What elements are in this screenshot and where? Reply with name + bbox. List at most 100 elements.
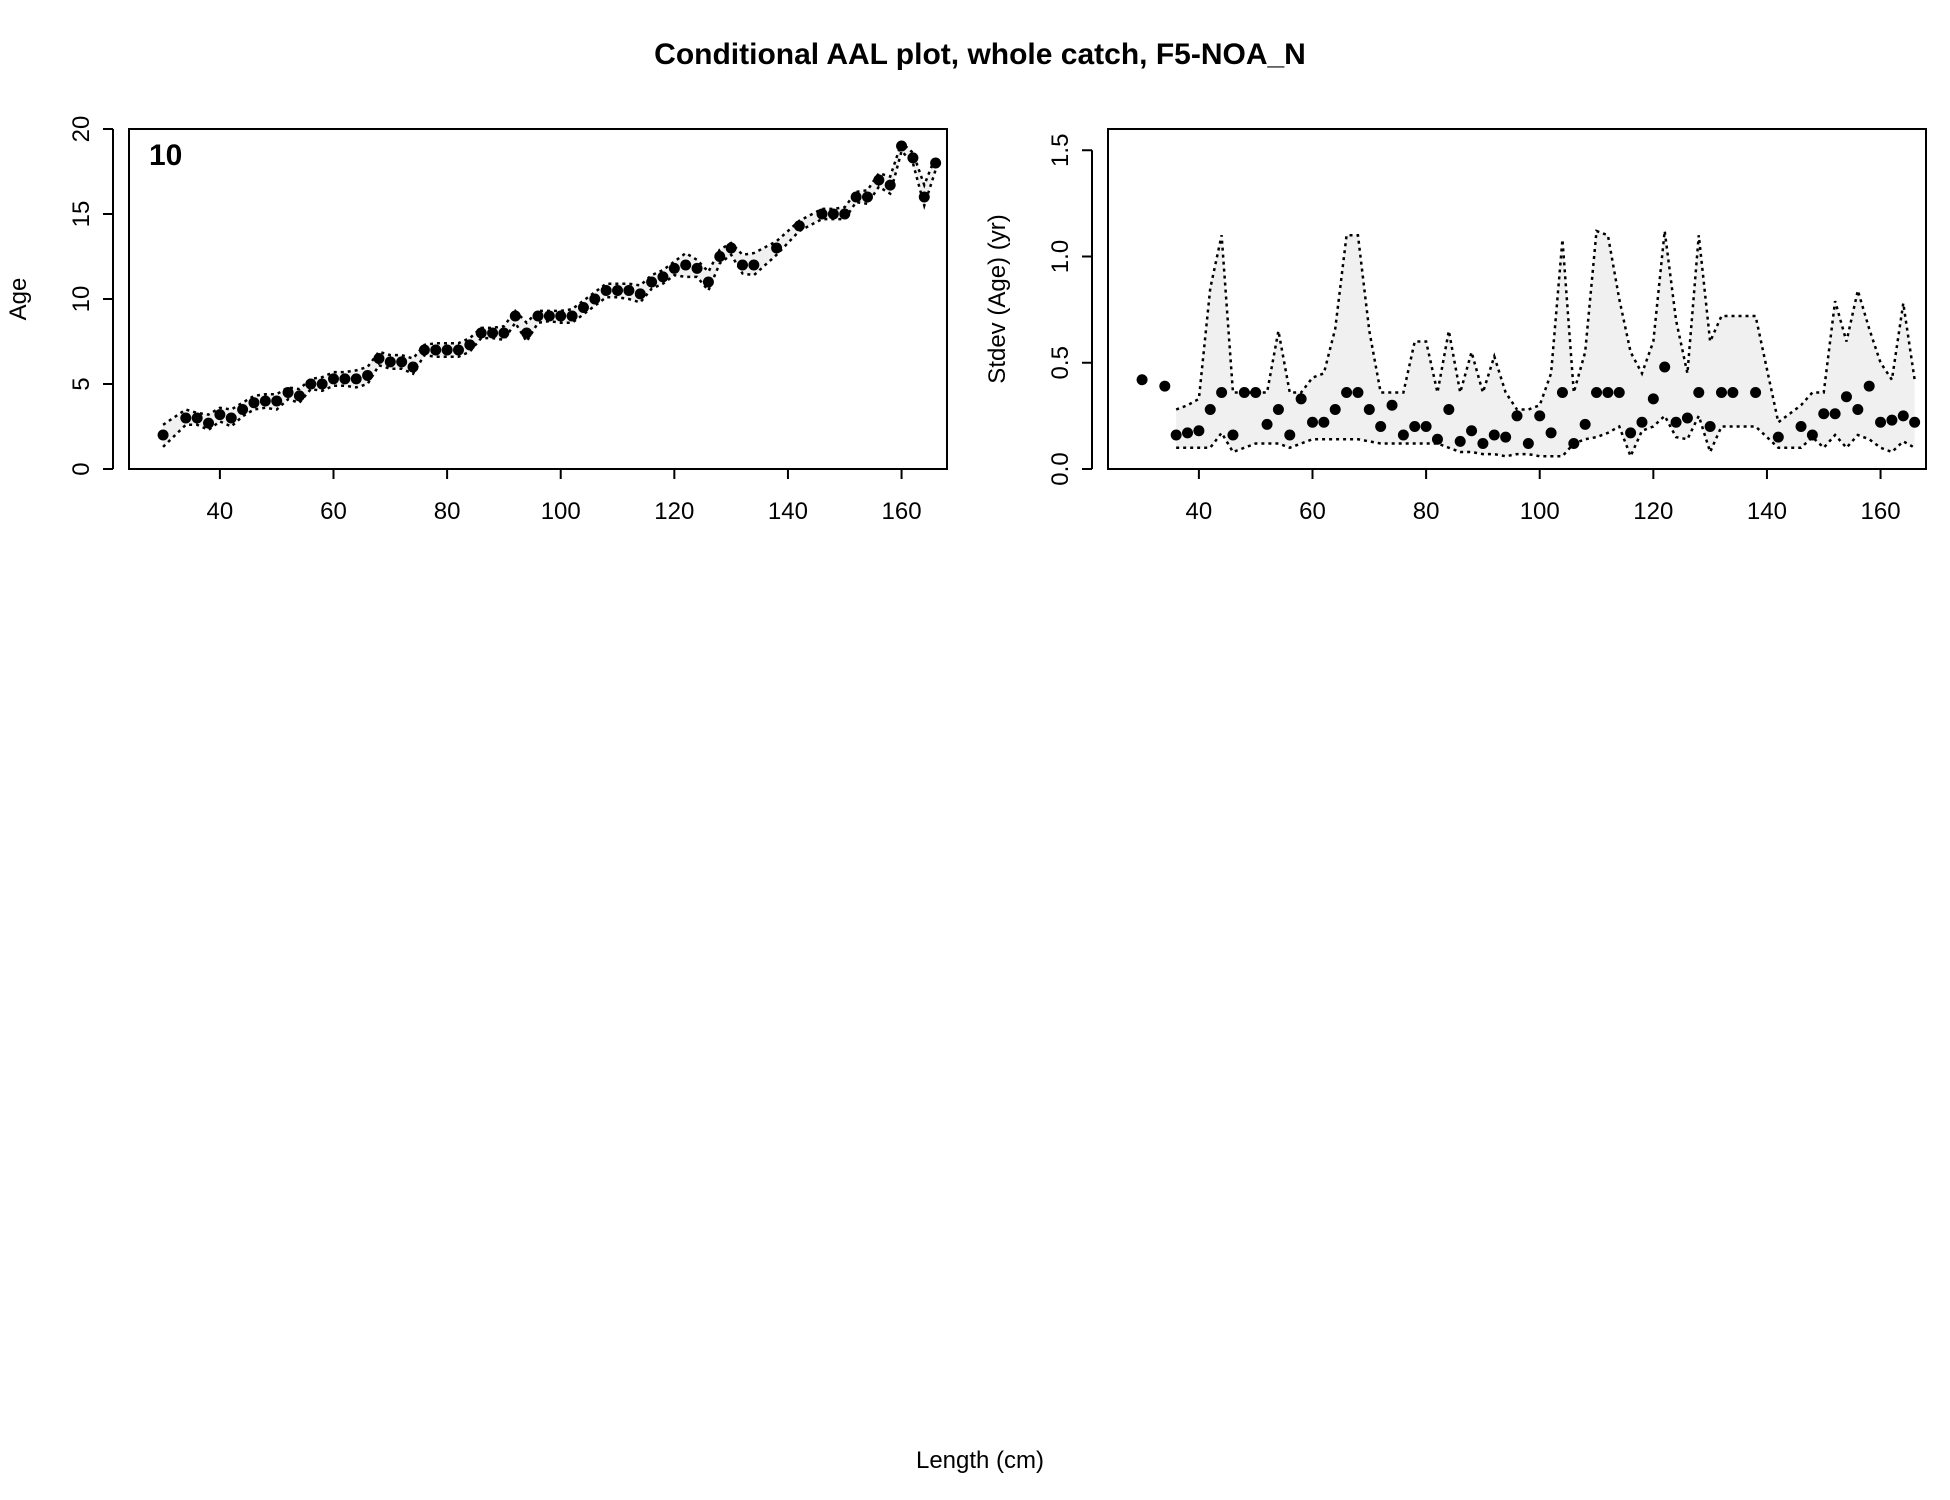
data-point bbox=[1829, 408, 1841, 420]
x-tick-label: 60 bbox=[1299, 498, 1326, 525]
data-point bbox=[827, 208, 839, 220]
data-point bbox=[1341, 387, 1353, 398]
data-point bbox=[1193, 425, 1205, 437]
data-point bbox=[487, 327, 499, 339]
data-point bbox=[475, 327, 487, 339]
x-tick-label: 160 bbox=[882, 498, 922, 525]
x-tick-label: 60 bbox=[320, 498, 347, 525]
data-point bbox=[816, 208, 828, 220]
data-point bbox=[1534, 410, 1546, 422]
data-point bbox=[452, 344, 464, 356]
data-point bbox=[373, 353, 385, 364]
data-point bbox=[1795, 421, 1807, 432]
data-point bbox=[725, 242, 737, 254]
data-point bbox=[1670, 416, 1682, 428]
data-point bbox=[1647, 393, 1659, 405]
data-point bbox=[316, 378, 328, 390]
data-point bbox=[1909, 416, 1921, 428]
data-point bbox=[1636, 416, 1648, 428]
data-point bbox=[1613, 387, 1625, 398]
data-point bbox=[543, 310, 555, 322]
data-point bbox=[1806, 429, 1818, 441]
data-point bbox=[1591, 387, 1603, 398]
data-point bbox=[1238, 387, 1250, 398]
data-point bbox=[1431, 433, 1443, 445]
x-tick-label: 100 bbox=[1520, 498, 1560, 525]
data-point bbox=[714, 251, 726, 262]
upper-bound-line bbox=[1175, 229, 1916, 425]
data-point bbox=[1875, 416, 1887, 428]
data-point bbox=[1397, 429, 1409, 441]
data-point bbox=[1329, 404, 1341, 415]
data-point bbox=[1318, 416, 1330, 428]
x-tick-label: 80 bbox=[434, 498, 461, 525]
x-tick-label: 100 bbox=[541, 498, 581, 525]
data-point bbox=[203, 417, 215, 429]
data-point bbox=[248, 397, 260, 409]
data-point bbox=[1352, 387, 1364, 398]
data-point bbox=[1818, 408, 1830, 420]
data-point bbox=[1602, 387, 1614, 398]
data-point bbox=[737, 259, 748, 271]
panel-stdev-age: 40 60 80 100 120 140 160 0.0 0.5 1.0 1.5 Stdev (Age… bbox=[984, 128, 1927, 525]
data-point bbox=[1363, 404, 1375, 415]
y-tick-label: 5 bbox=[68, 377, 95, 390]
data-point bbox=[1897, 410, 1909, 422]
data-point bbox=[1704, 421, 1716, 432]
data-point bbox=[1272, 404, 1284, 415]
y-tick-label: 20 bbox=[68, 116, 95, 143]
y-axis-label: Stdev (Age) (yr) bbox=[984, 214, 1011, 383]
x-axis-label: Length (cm) bbox=[916, 1447, 1044, 1474]
data-point bbox=[839, 208, 851, 220]
data-point bbox=[634, 288, 646, 300]
data-point bbox=[850, 191, 862, 203]
x-tick-label: 80 bbox=[1413, 498, 1440, 525]
data-point bbox=[237, 404, 249, 415]
y-tick-label: 1.5 bbox=[1047, 134, 1074, 167]
data-point bbox=[1863, 380, 1875, 392]
data-point bbox=[1750, 387, 1762, 398]
data-point bbox=[1852, 404, 1864, 415]
data-point bbox=[1500, 431, 1512, 443]
data-point bbox=[339, 373, 351, 385]
data-point bbox=[1295, 393, 1307, 405]
plot-frame bbox=[128, 128, 948, 470]
data-point bbox=[1443, 404, 1455, 415]
data-point bbox=[1182, 427, 1194, 439]
data-point bbox=[793, 220, 805, 232]
panel-age-at-length: 40 60 80 100 120 140 160 0 5 10 15 20 Age 10 bbox=[5, 116, 948, 525]
data-point bbox=[1477, 438, 1489, 449]
data-point bbox=[1772, 431, 1784, 443]
data-point bbox=[1284, 429, 1296, 441]
data-point bbox=[1511, 410, 1523, 422]
data-point bbox=[441, 344, 453, 356]
data-point bbox=[589, 293, 601, 305]
y-tick-label: 0.5 bbox=[1047, 346, 1074, 379]
data-point bbox=[1568, 438, 1580, 449]
data-point bbox=[521, 327, 533, 339]
data-point bbox=[464, 339, 476, 351]
data-point bbox=[566, 310, 578, 322]
data-point bbox=[1454, 435, 1466, 447]
data-point bbox=[577, 302, 589, 313]
data-point bbox=[646, 276, 658, 288]
data-point bbox=[1136, 374, 1148, 386]
data-point bbox=[214, 409, 226, 421]
data-point bbox=[1625, 427, 1637, 439]
data-point bbox=[1840, 391, 1852, 403]
data-point bbox=[873, 174, 885, 186]
data-point bbox=[1727, 387, 1739, 398]
data-point bbox=[418, 344, 430, 356]
panel-label: 10 bbox=[149, 139, 182, 172]
y-tick-label: 15 bbox=[68, 201, 95, 228]
data-point bbox=[612, 285, 624, 296]
data-point bbox=[1681, 412, 1693, 424]
data-point bbox=[362, 370, 374, 381]
data-point bbox=[1409, 421, 1421, 432]
data-point bbox=[1307, 416, 1318, 428]
data-point bbox=[1886, 414, 1898, 426]
data-point bbox=[1170, 429, 1182, 441]
data-point bbox=[271, 395, 283, 407]
data-point bbox=[259, 395, 271, 407]
